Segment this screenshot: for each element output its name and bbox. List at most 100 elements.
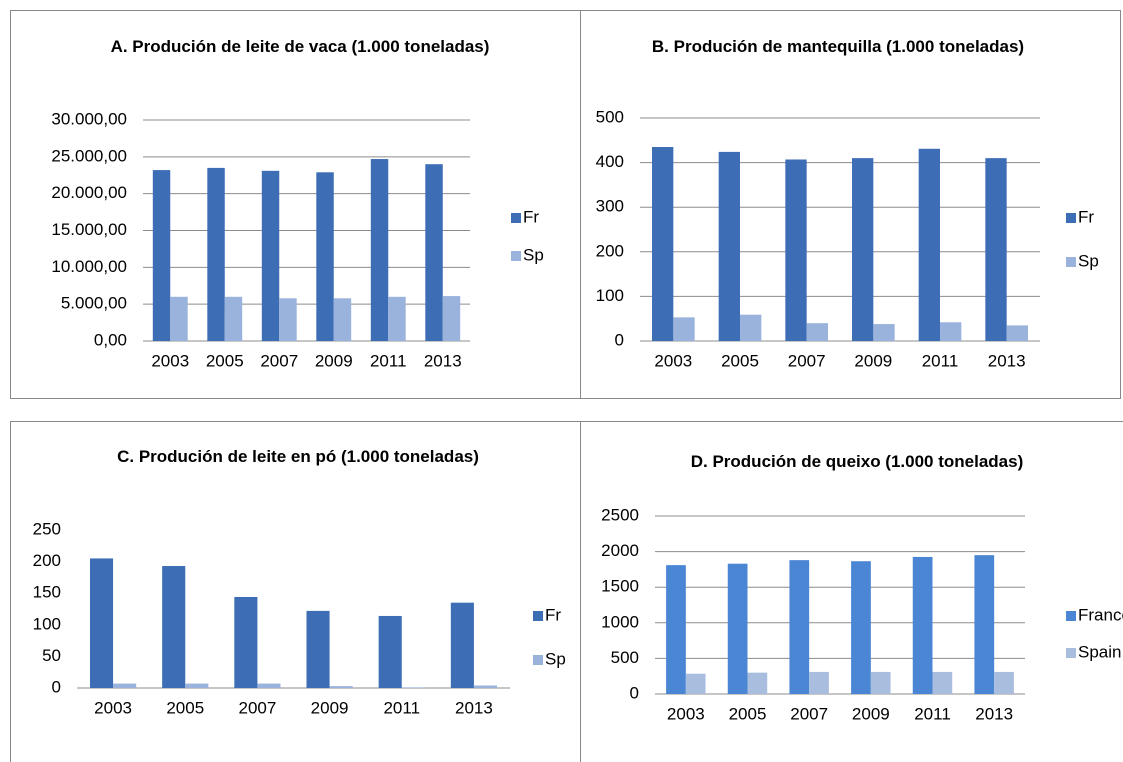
bar (442, 296, 461, 341)
y-tick-label: 1500 (601, 577, 639, 596)
x-tick-label: 2009 (311, 698, 349, 717)
bar (333, 298, 352, 341)
bar (113, 683, 137, 688)
y-tick-label: 50 (42, 646, 61, 665)
y-tick-label: 2500 (601, 505, 639, 524)
bar (740, 314, 762, 341)
x-tick-label: 2013 (424, 351, 462, 370)
x-tick-label: 2007 (790, 704, 828, 723)
bar (279, 298, 297, 341)
bar (425, 164, 443, 341)
bar (852, 158, 874, 341)
x-tick-label: 2005 (206, 351, 244, 370)
x-tick-label: 2003 (151, 351, 189, 370)
bar (1006, 325, 1028, 341)
y-tick-label: 250 (33, 519, 61, 538)
y-tick-label: 0 (52, 677, 61, 696)
bar (401, 687, 425, 688)
bar (985, 158, 1007, 341)
bar (378, 615, 402, 688)
bar (789, 560, 810, 694)
x-tick-label: 2003 (654, 351, 692, 370)
x-tick-label: 2011 (383, 698, 420, 717)
legend-swatch (511, 213, 521, 223)
legend-swatch (533, 611, 543, 621)
bar (785, 159, 807, 341)
x-tick-label: 2009 (315, 351, 353, 370)
x-tick-label: 2005 (721, 351, 759, 370)
y-tick-label: 150 (33, 583, 61, 602)
bar (234, 596, 258, 688)
legend-label: Spain (1078, 642, 1121, 661)
y-tick-label: 25.000,00 (51, 146, 127, 165)
bar (932, 671, 953, 694)
legend-label: Sp (523, 245, 544, 264)
bar (940, 322, 962, 341)
bar (450, 602, 474, 688)
legend-label: Fr (1078, 207, 1094, 226)
bar (974, 555, 995, 694)
x-tick-label: 2013 (455, 698, 493, 717)
y-tick-label: 5.000,00 (61, 294, 127, 313)
bar (261, 170, 280, 341)
bar (473, 685, 498, 688)
x-tick-label: 2011 (914, 704, 951, 723)
legend-swatch (511, 251, 521, 261)
bar (152, 170, 171, 341)
y-tick-label: 0 (615, 330, 624, 349)
y-tick-label: 30.000,00 (51, 109, 127, 128)
x-tick-label: 2009 (852, 704, 890, 723)
legend-label: Sp (1078, 251, 1099, 270)
y-tick-label: 2000 (601, 541, 639, 560)
y-tick-label: 10.000,00 (51, 257, 127, 276)
chart-frame (580, 10, 1121, 399)
bar (207, 167, 225, 341)
legend-swatch (1066, 257, 1076, 267)
chart-title: B. Produción de mantequilla (1.000 tonel… (651, 37, 1025, 56)
x-tick-label: 2013 (988, 351, 1026, 370)
bar (666, 565, 686, 694)
x-tick-label: 2005 (729, 704, 767, 723)
bar (873, 324, 895, 341)
y-tick-label: 200 (596, 241, 624, 260)
bar (652, 146, 674, 341)
x-tick-label: 2011 (922, 351, 959, 370)
bar (170, 296, 188, 341)
x-tick-label: 2009 (854, 351, 892, 370)
chart-title: D. Produción de queixo (1.000 toneladas) (690, 452, 1024, 471)
bar (851, 561, 871, 694)
x-tick-label: 2011 (370, 351, 407, 370)
y-tick-label: 0 (630, 683, 639, 702)
y-tick-label: 500 (596, 107, 624, 126)
y-tick-label: 300 (596, 197, 624, 216)
bar (388, 296, 406, 341)
bar (673, 317, 695, 341)
x-tick-label: 2005 (166, 698, 204, 717)
legend-swatch (1066, 611, 1076, 621)
bar (747, 672, 768, 694)
chart-title: C. Produción de leite en pó (1.000 tonel… (117, 447, 479, 466)
legend-label: Sp (545, 649, 566, 668)
bar (306, 610, 330, 688)
legend-swatch (533, 655, 543, 665)
y-tick-label: 500 (611, 648, 639, 667)
bar (727, 563, 748, 694)
bar (89, 558, 114, 688)
bar (718, 151, 740, 341)
bar (185, 683, 209, 688)
x-tick-label: 2003 (667, 704, 705, 723)
x-tick-label: 2007 (788, 351, 826, 370)
y-tick-label: 1000 (601, 612, 639, 631)
bar (685, 673, 706, 694)
y-tick-label: 100 (33, 614, 61, 633)
y-tick-label: 200 (33, 551, 61, 570)
bar (870, 671, 891, 694)
bar (162, 566, 186, 688)
bar (994, 671, 1014, 694)
legend-label: Fr (523, 207, 539, 226)
legend-swatch (1066, 213, 1076, 223)
x-tick-label: 2013 (975, 704, 1013, 723)
bar (370, 159, 389, 341)
chart-title: A. Produción de leite de vaca (1.000 ton… (110, 37, 490, 56)
